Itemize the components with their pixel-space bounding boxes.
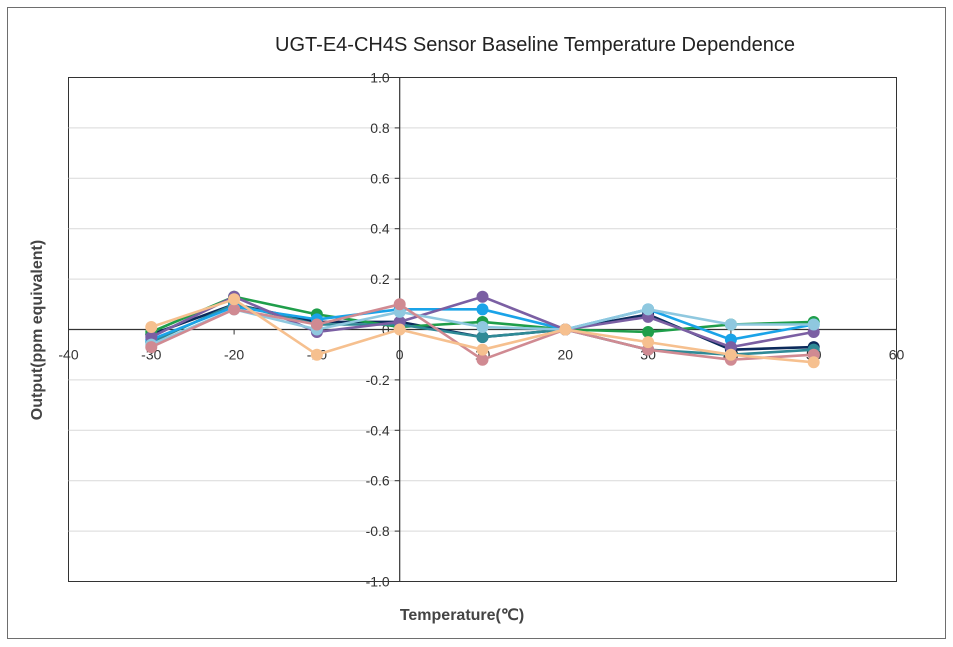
data-point: [145, 341, 158, 354]
data-point: [476, 353, 489, 366]
data-point: [642, 303, 655, 316]
y-tick-label: 0.8: [370, 120, 390, 136]
y-tick-label: 0.6: [370, 170, 390, 186]
y-tick-label: -0.8: [366, 523, 390, 539]
data-point: [724, 318, 737, 331]
y-tick-label: 0.2: [370, 271, 390, 287]
x-tick-label: 0: [396, 347, 404, 363]
y-tick-label: -0.6: [366, 473, 390, 489]
data-point: [145, 320, 158, 333]
y-axis-label: Output(ppm equivalent): [29, 240, 46, 420]
y-tick-label: 0: [382, 322, 390, 338]
data-series: [145, 290, 820, 369]
y-tick-label: -0.2: [366, 372, 390, 388]
data-point: [476, 331, 489, 344]
series-8: [145, 293, 820, 369]
data-point: [807, 356, 820, 369]
data-point: [310, 318, 323, 331]
data-point: [642, 326, 655, 339]
data-point: [476, 303, 489, 316]
data-point: [476, 290, 489, 303]
y-tick-label: -0.4: [366, 422, 390, 438]
data-point: [393, 323, 406, 336]
x-tick-label: -20: [224, 347, 244, 363]
x-tick-label: 20: [558, 347, 574, 363]
y-tick-label: 1.0: [370, 70, 390, 86]
x-tick-label: -30: [141, 347, 161, 363]
y-tick-label: -1.0: [366, 574, 390, 590]
y-tick-label: 0.4: [370, 221, 390, 237]
data-point: [228, 303, 241, 316]
data-point: [807, 318, 820, 331]
chart-title: UGT-E4-CH4S Sensor Baseline Temperature …: [275, 34, 795, 56]
gridlines: [68, 77, 897, 582]
x-axis-label: Temperature(℃): [400, 607, 524, 624]
data-point: [559, 323, 572, 336]
data-point: [228, 293, 241, 306]
data-point: [476, 320, 489, 333]
data-point: [476, 343, 489, 356]
y-tick-labels: 1.0 0.8 0.6 0.4 0.2 0 -0.2 -0.4 -0.6 -0.8 -1.0: [366, 70, 390, 590]
data-point: [310, 348, 323, 361]
data-point: [393, 298, 406, 311]
data-point: [642, 336, 655, 349]
x-tick-label: 60: [889, 347, 905, 363]
x-tick-label: -40: [58, 347, 78, 363]
data-point: [724, 348, 737, 361]
